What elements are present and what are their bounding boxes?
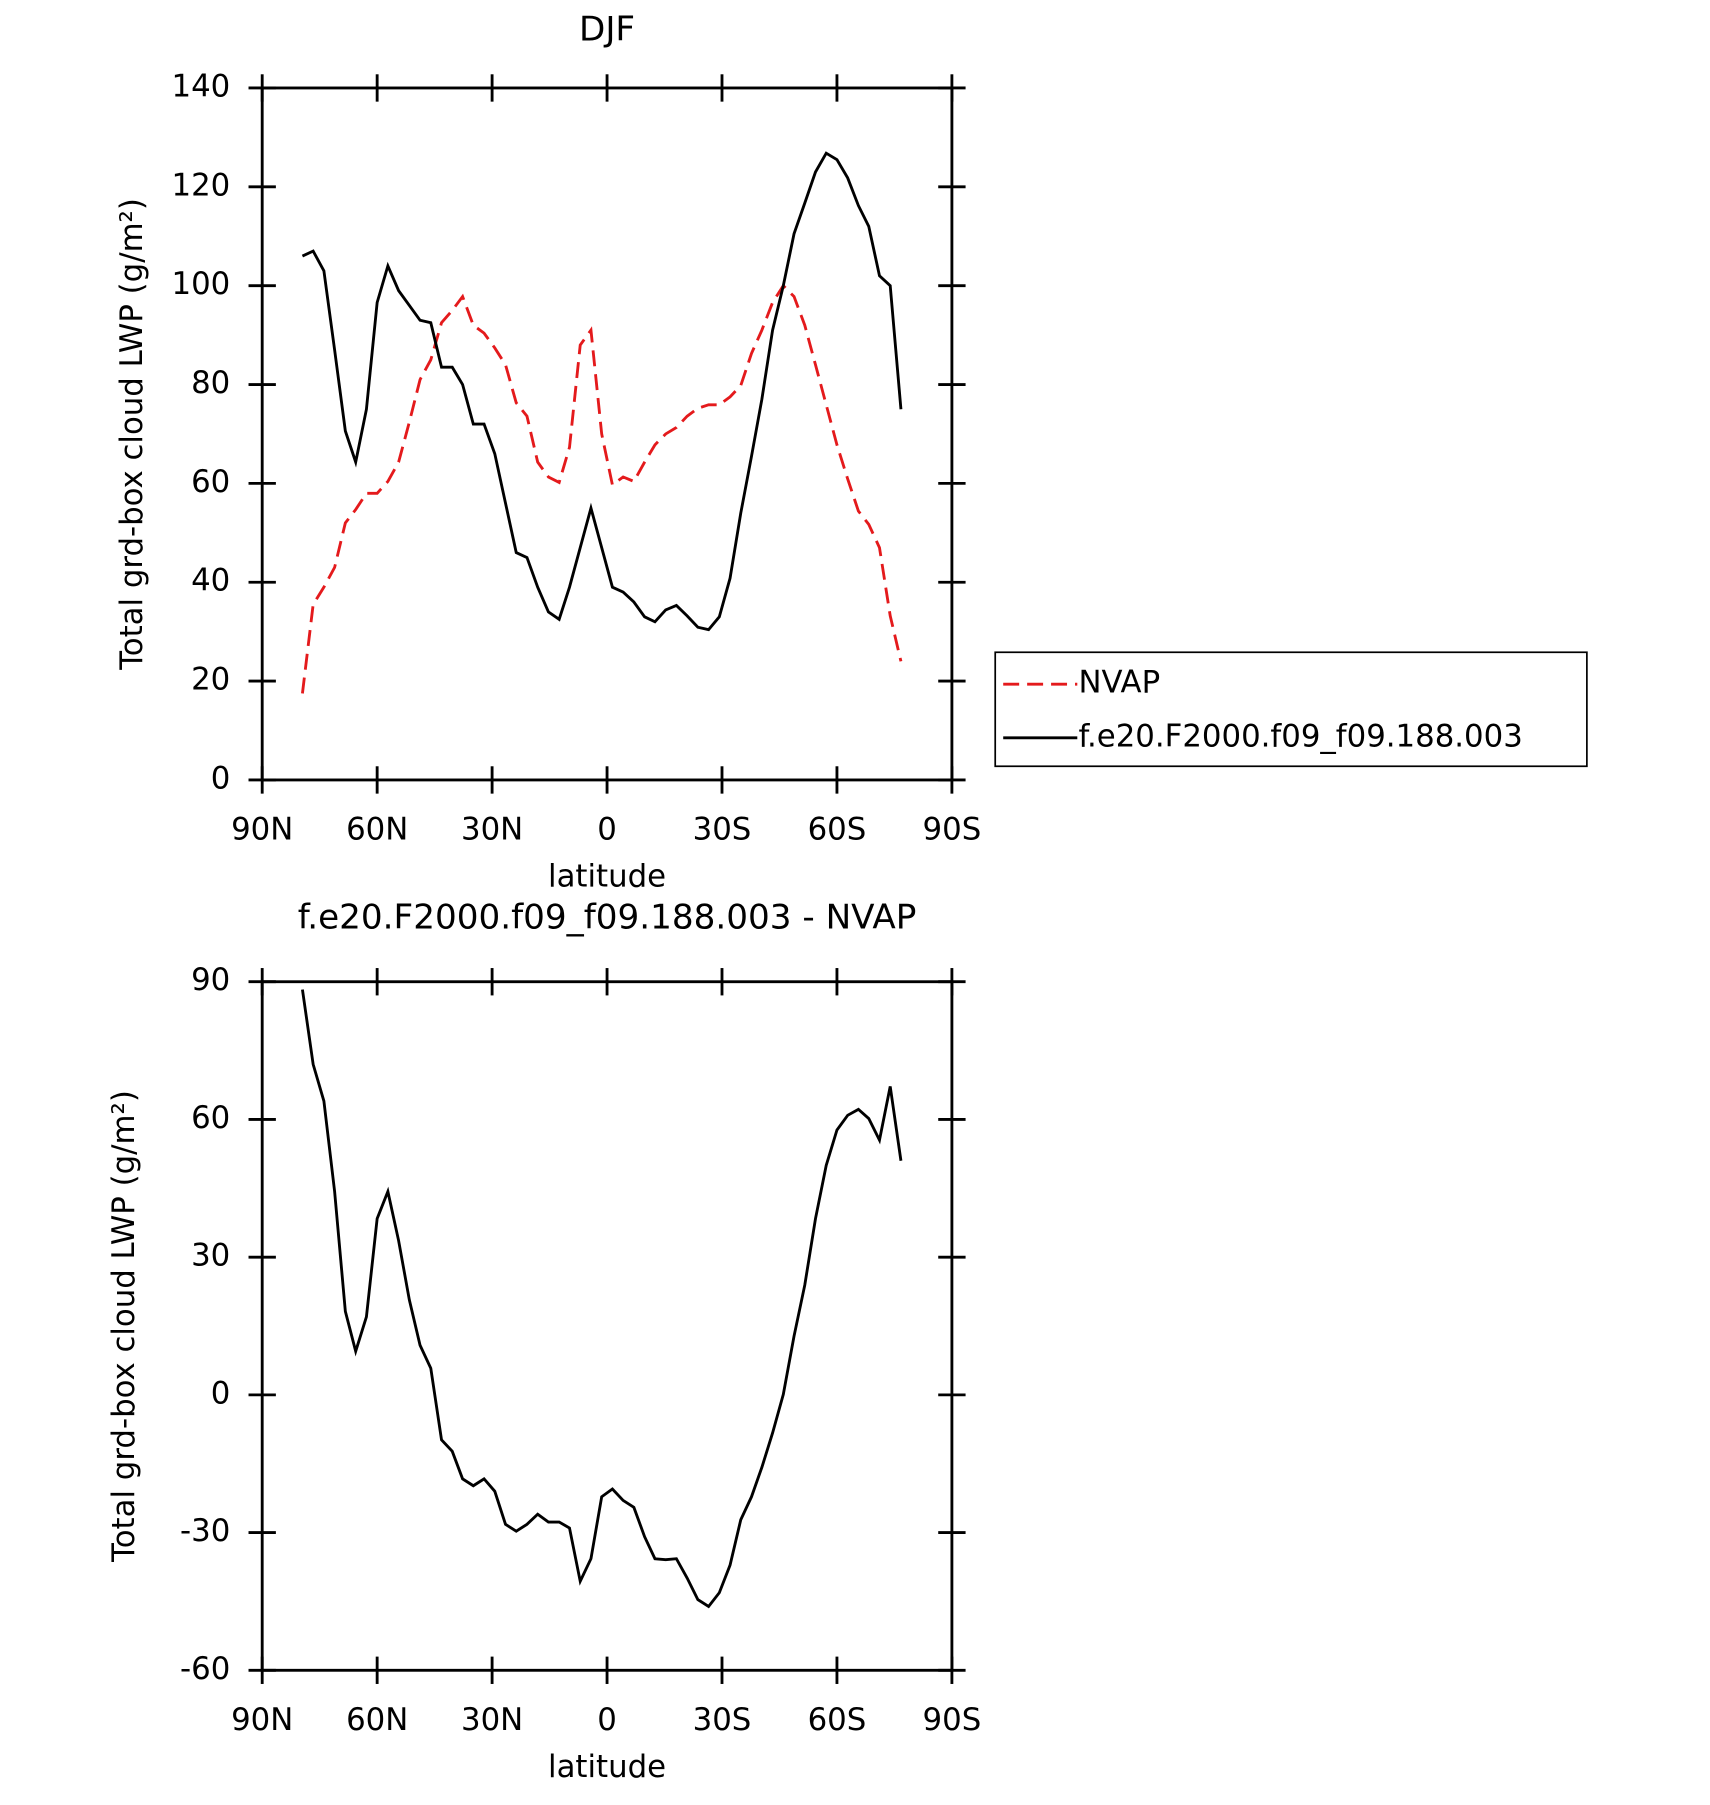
- y-tick-label: 90: [191, 962, 230, 998]
- x-tick-label: 30N: [461, 1702, 523, 1738]
- x-tick-label: 0: [597, 812, 617, 848]
- y-tick-label: 60: [191, 464, 230, 500]
- y-tick-label: 100: [172, 266, 231, 302]
- chart-title: DJF: [579, 9, 635, 49]
- data-line: [301, 151, 903, 632]
- data-line: [301, 989, 903, 1609]
- legend-label: NVAP: [1078, 665, 1160, 701]
- x-tick-label: 90N: [231, 812, 293, 848]
- x-tick-label: 90S: [923, 812, 982, 848]
- y-tick-label: -30: [180, 1513, 230, 1549]
- y-tick-label: 80: [191, 365, 230, 401]
- x-tick-label: 60N: [346, 812, 408, 848]
- y-tick-label: 120: [172, 167, 231, 203]
- data-line: [301, 283, 903, 694]
- x-tick-label: 30S: [693, 1702, 752, 1738]
- x-tick-label: 60S: [808, 1702, 867, 1738]
- y-axis-label: Total grd-box cloud LWP (g/m²): [114, 198, 150, 671]
- y-tick-label: 0: [211, 1375, 231, 1411]
- legend-label: f.e20.F2000.f09_f09.188.003: [1078, 718, 1522, 754]
- y-tick-label: 20: [191, 662, 230, 698]
- legend-box: [994, 651, 1588, 768]
- y-tick-label: 40: [191, 563, 230, 599]
- y-tick-label: -60: [180, 1651, 230, 1687]
- x-tick-label: 60S: [808, 812, 867, 848]
- x-tick-label: 90S: [923, 1702, 982, 1738]
- y-tick-label: 140: [172, 68, 231, 104]
- x-tick-label: 90N: [231, 1702, 293, 1738]
- y-tick-label: 60: [191, 1100, 230, 1136]
- x-tick-label: 60N: [346, 1702, 408, 1738]
- x-tick-label: 0: [597, 1702, 617, 1738]
- y-tick-label: 30: [191, 1238, 230, 1274]
- plot-frame: [260, 980, 954, 1672]
- x-axis-label: latitude: [548, 1749, 666, 1785]
- x-tick-label: 30S: [693, 812, 752, 848]
- x-tick-label: 30N: [461, 812, 523, 848]
- x-axis-label: latitude: [548, 858, 666, 894]
- y-axis-label: Total grd-box cloud LWP (g/m²): [106, 1090, 142, 1563]
- plot-frame: [260, 86, 954, 782]
- chart-title: f.e20.F2000.f09_f09.188.003 - NVAP: [298, 898, 917, 938]
- y-tick-label: 0: [211, 760, 231, 796]
